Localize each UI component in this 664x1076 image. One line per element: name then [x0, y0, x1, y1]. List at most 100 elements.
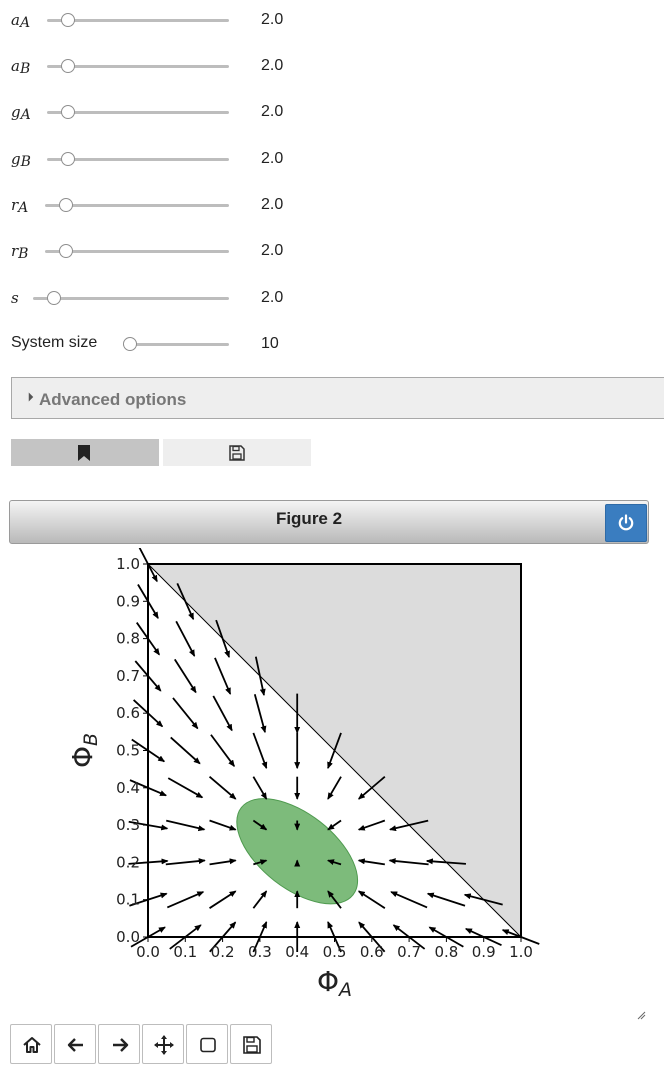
- slider-track[interactable]: [33, 297, 229, 300]
- x-tick-label: 0.9: [472, 943, 496, 961]
- vector-arrow: [253, 859, 268, 866]
- vector-arrow: [357, 858, 385, 866]
- save-tab[interactable]: [163, 439, 311, 466]
- vector-arrow: [166, 891, 205, 909]
- slider-row: gA 2.0: [0, 97, 340, 127]
- home-button[interactable]: [10, 1024, 52, 1064]
- slider-track[interactable]: [45, 250, 229, 253]
- resize-handle-icon[interactable]: [636, 1010, 646, 1020]
- slider-track[interactable]: [47, 111, 229, 114]
- slider-value: 2.0: [261, 242, 284, 259]
- vector-arrow: [209, 819, 237, 831]
- vector-arrow: [327, 776, 342, 800]
- y-tick-label: 0.4: [116, 779, 140, 797]
- slider-value: 2.0: [261, 289, 284, 306]
- vector-arrow: [254, 656, 266, 697]
- save-icon: [229, 445, 245, 461]
- vector-arrow: [327, 732, 342, 770]
- slider-value: 2.0: [261, 196, 284, 213]
- home-icon: [23, 1037, 41, 1053]
- y-tick-label: 1.0: [116, 555, 140, 573]
- vector-arrow: [165, 858, 206, 866]
- forward-arrow-icon: [113, 1038, 129, 1052]
- vector-arrow: [175, 620, 196, 657]
- caret-right-icon: [28, 392, 34, 402]
- y-tick-label: 0.6: [116, 704, 140, 722]
- y-tick-label: 0.0: [116, 928, 140, 946]
- pan-button[interactable]: [142, 1024, 184, 1064]
- slider-value: 10: [261, 335, 279, 352]
- slider-handle[interactable]: [47, 291, 61, 305]
- vector-arrow: [327, 890, 342, 909]
- phase-portrait-chart[interactable]: 0.0 0.1 0.2 0.3 0.4 0.5 0.6 0.7 0.8 0.9 1.0 0.0 0.1 0…: [0, 548, 664, 1018]
- zoom-rect-icon: [200, 1037, 216, 1053]
- slider-track[interactable]: [123, 343, 229, 346]
- vector-arrow: [327, 859, 342, 866]
- slider-handle[interactable]: [123, 337, 137, 351]
- x-tick-label: 0.7: [397, 943, 421, 961]
- vector-arrow: [212, 695, 233, 732]
- advanced-options-label: Advanced options: [39, 390, 187, 409]
- vector-arrow: [208, 776, 237, 800]
- x-tick-label: 0.2: [211, 943, 235, 961]
- slider-row: aA 2.0: [0, 5, 340, 35]
- y-tick-label: 0.9: [116, 592, 140, 610]
- slider-handle[interactable]: [59, 198, 73, 212]
- forward-button[interactable]: [98, 1024, 140, 1064]
- power-button[interactable]: [605, 504, 647, 542]
- bookmark-tab[interactable]: [11, 439, 159, 466]
- move-icon: [154, 1035, 174, 1055]
- vector-arrow: [252, 890, 268, 909]
- vector-arrow: [426, 892, 466, 907]
- vector-arrow: [209, 890, 237, 909]
- slider-value: 2.0: [261, 103, 284, 120]
- y-tick-label: 0.2: [116, 853, 140, 871]
- save-icon: [243, 1036, 261, 1054]
- vector-arrow: [463, 893, 503, 906]
- bookmark-icon: [78, 445, 90, 461]
- slider-handle[interactable]: [61, 152, 75, 166]
- slider-row: rB 2.0: [0, 236, 340, 266]
- zoom-button[interactable]: [186, 1024, 228, 1064]
- vector-arrow: [252, 819, 268, 831]
- slider-label: gB: [11, 150, 31, 170]
- slider-track[interactable]: [47, 158, 229, 161]
- slider-handle[interactable]: [59, 244, 73, 258]
- vector-arrow: [252, 732, 268, 770]
- advanced-options-accordion[interactable]: Advanced options: [11, 377, 664, 419]
- vector-arrow: [390, 891, 428, 909]
- slider-handle[interactable]: [61, 13, 75, 27]
- vector-arrow: [214, 657, 232, 695]
- slider-value: 2.0: [261, 57, 284, 74]
- x-tick-label: 1.0: [509, 943, 533, 961]
- vector-arrow: [253, 694, 267, 734]
- x-axis-label: ΦA: [317, 965, 352, 1001]
- back-button[interactable]: [54, 1024, 96, 1064]
- slider-track[interactable]: [47, 65, 229, 68]
- slider-handle[interactable]: [61, 105, 75, 119]
- slider-value: 2.0: [261, 11, 284, 28]
- download-button[interactable]: [230, 1024, 272, 1064]
- vector-arrow: [167, 777, 204, 799]
- slider-handle[interactable]: [61, 59, 75, 73]
- vector-arrow: [357, 890, 386, 909]
- slider-row: aB 2.0: [0, 51, 340, 81]
- slider-row: s 2.0: [0, 283, 340, 313]
- vector-arrow: [357, 776, 386, 800]
- slider-label: s: [11, 289, 19, 307]
- vector-arrow: [357, 819, 386, 831]
- slider-label: rA: [11, 196, 29, 216]
- figure-title: Figure 2: [275, 509, 343, 528]
- vector-arrow: [389, 819, 429, 832]
- vector-arrow: [388, 858, 429, 866]
- vector-arrow: [215, 619, 230, 659]
- slider-row: gB 2.0: [0, 144, 340, 174]
- x-tick-label: 0.6: [360, 943, 384, 961]
- y-tick-label: 0.3: [116, 816, 140, 834]
- vector-arrow: [209, 858, 237, 866]
- slider-track[interactable]: [45, 204, 229, 207]
- slider-label: gA: [11, 103, 31, 123]
- slider-track[interactable]: [47, 19, 229, 22]
- slider-label: aB: [11, 57, 31, 77]
- x-tick-label: 0.4: [285, 943, 309, 961]
